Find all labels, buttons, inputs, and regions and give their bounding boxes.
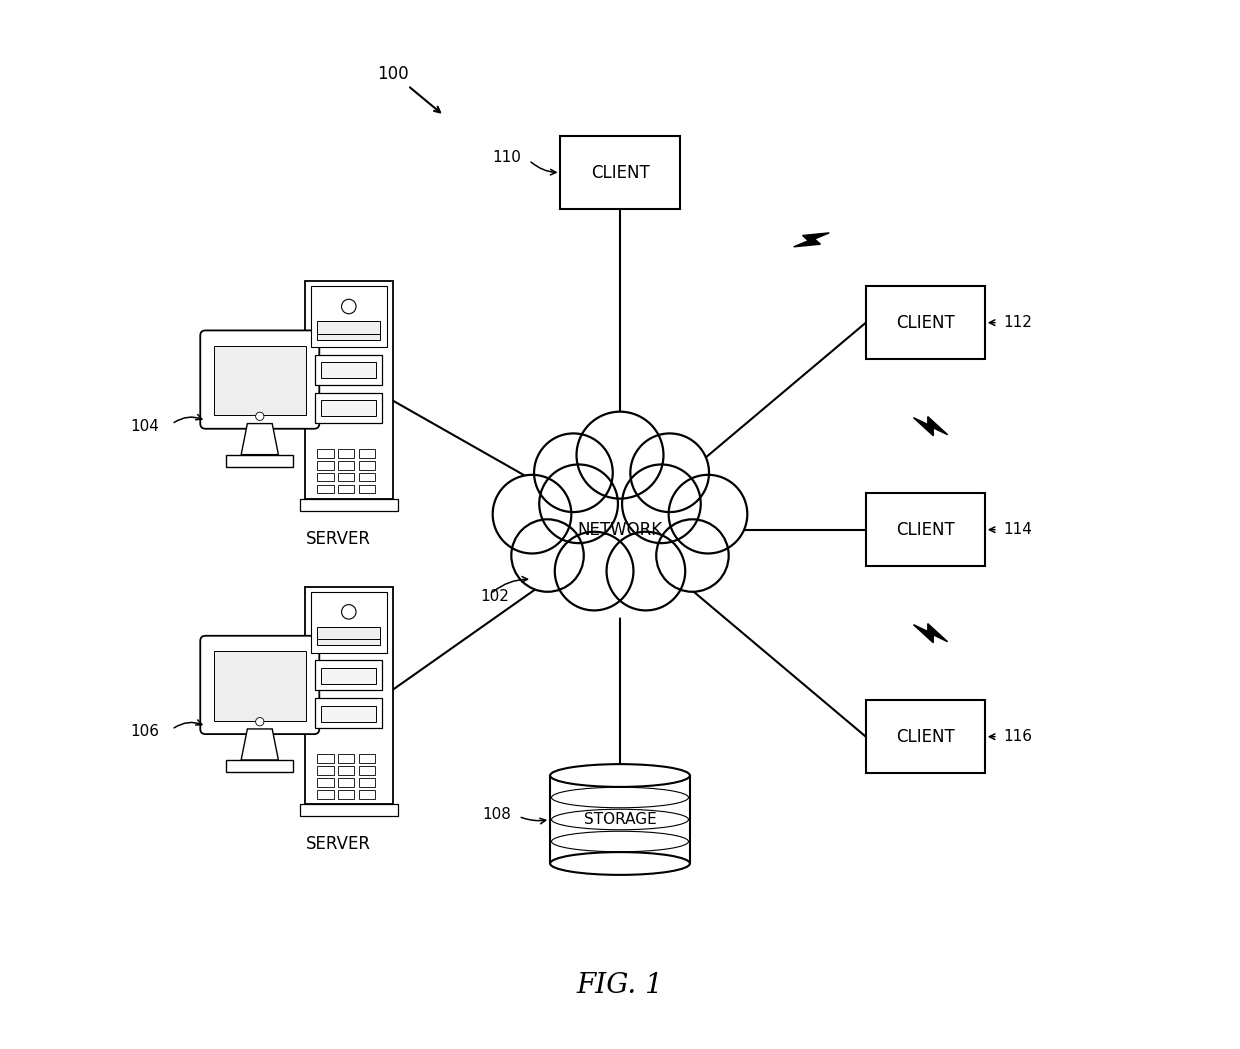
- Text: 110: 110: [492, 150, 522, 165]
- FancyBboxPatch shape: [321, 667, 376, 684]
- Circle shape: [622, 465, 701, 543]
- FancyBboxPatch shape: [358, 754, 376, 763]
- FancyBboxPatch shape: [317, 778, 334, 787]
- Ellipse shape: [551, 764, 689, 787]
- Circle shape: [606, 532, 686, 611]
- FancyBboxPatch shape: [317, 473, 334, 481]
- FancyBboxPatch shape: [305, 281, 393, 498]
- FancyBboxPatch shape: [317, 461, 334, 470]
- FancyBboxPatch shape: [339, 473, 355, 481]
- FancyBboxPatch shape: [317, 754, 334, 763]
- FancyBboxPatch shape: [317, 790, 334, 798]
- FancyBboxPatch shape: [358, 449, 376, 457]
- Circle shape: [492, 475, 572, 554]
- FancyBboxPatch shape: [315, 699, 382, 728]
- FancyBboxPatch shape: [321, 706, 376, 722]
- FancyBboxPatch shape: [201, 330, 320, 429]
- FancyBboxPatch shape: [358, 485, 376, 493]
- Circle shape: [532, 442, 708, 618]
- Circle shape: [511, 519, 584, 592]
- FancyBboxPatch shape: [321, 362, 376, 379]
- Circle shape: [255, 718, 264, 726]
- Polygon shape: [551, 775, 689, 863]
- FancyBboxPatch shape: [339, 449, 355, 457]
- Circle shape: [577, 411, 663, 498]
- Text: 108: 108: [482, 807, 511, 821]
- FancyBboxPatch shape: [866, 286, 985, 359]
- FancyBboxPatch shape: [201, 636, 320, 734]
- FancyBboxPatch shape: [315, 393, 382, 423]
- FancyBboxPatch shape: [300, 804, 398, 816]
- Text: 104: 104: [130, 419, 160, 433]
- FancyBboxPatch shape: [339, 766, 355, 775]
- Text: SERVER: SERVER: [306, 530, 371, 548]
- Polygon shape: [794, 233, 830, 247]
- FancyBboxPatch shape: [315, 661, 382, 690]
- Circle shape: [341, 299, 356, 314]
- Text: NETWORK: NETWORK: [578, 520, 662, 539]
- FancyBboxPatch shape: [339, 461, 355, 470]
- FancyBboxPatch shape: [339, 778, 355, 787]
- Circle shape: [656, 519, 729, 592]
- FancyBboxPatch shape: [317, 449, 334, 457]
- Circle shape: [255, 412, 264, 421]
- FancyBboxPatch shape: [866, 493, 985, 565]
- Text: 114: 114: [1003, 522, 1032, 537]
- FancyBboxPatch shape: [300, 498, 398, 511]
- Text: 100: 100: [377, 65, 408, 83]
- FancyBboxPatch shape: [226, 759, 294, 772]
- Circle shape: [534, 433, 613, 512]
- Text: STORAGE: STORAGE: [584, 812, 656, 827]
- FancyBboxPatch shape: [317, 327, 381, 340]
- FancyBboxPatch shape: [339, 754, 355, 763]
- Text: FIG. 1: FIG. 1: [577, 971, 663, 999]
- Text: 102: 102: [480, 590, 510, 604]
- FancyBboxPatch shape: [311, 286, 387, 347]
- Polygon shape: [914, 623, 947, 643]
- FancyBboxPatch shape: [358, 766, 376, 775]
- FancyBboxPatch shape: [358, 778, 376, 787]
- Circle shape: [554, 532, 634, 611]
- FancyBboxPatch shape: [317, 321, 381, 334]
- Polygon shape: [914, 416, 947, 435]
- FancyBboxPatch shape: [315, 355, 382, 385]
- Polygon shape: [241, 729, 279, 759]
- FancyBboxPatch shape: [317, 633, 381, 645]
- Text: CLIENT: CLIENT: [590, 164, 650, 181]
- Text: CLIENT: CLIENT: [897, 728, 955, 746]
- FancyBboxPatch shape: [305, 586, 393, 804]
- Text: CLIENT: CLIENT: [897, 314, 955, 331]
- FancyBboxPatch shape: [213, 651, 306, 721]
- Text: 116: 116: [1003, 729, 1032, 744]
- FancyBboxPatch shape: [226, 454, 294, 467]
- FancyBboxPatch shape: [213, 346, 306, 415]
- FancyBboxPatch shape: [317, 766, 334, 775]
- FancyBboxPatch shape: [866, 701, 985, 773]
- FancyBboxPatch shape: [339, 485, 355, 493]
- Circle shape: [630, 433, 709, 512]
- Ellipse shape: [551, 852, 689, 875]
- FancyBboxPatch shape: [560, 136, 680, 209]
- Text: SERVER: SERVER: [306, 835, 371, 853]
- FancyBboxPatch shape: [339, 790, 355, 798]
- FancyBboxPatch shape: [358, 790, 376, 798]
- FancyBboxPatch shape: [358, 473, 376, 481]
- Polygon shape: [241, 424, 279, 454]
- FancyBboxPatch shape: [321, 400, 376, 416]
- FancyBboxPatch shape: [317, 485, 334, 493]
- Circle shape: [341, 604, 356, 619]
- FancyBboxPatch shape: [317, 627, 381, 639]
- Text: CLIENT: CLIENT: [897, 520, 955, 539]
- FancyBboxPatch shape: [358, 461, 376, 470]
- Circle shape: [668, 475, 748, 554]
- Circle shape: [539, 465, 618, 543]
- Text: 112: 112: [1003, 315, 1032, 330]
- Text: 106: 106: [130, 724, 160, 740]
- FancyBboxPatch shape: [311, 592, 387, 652]
